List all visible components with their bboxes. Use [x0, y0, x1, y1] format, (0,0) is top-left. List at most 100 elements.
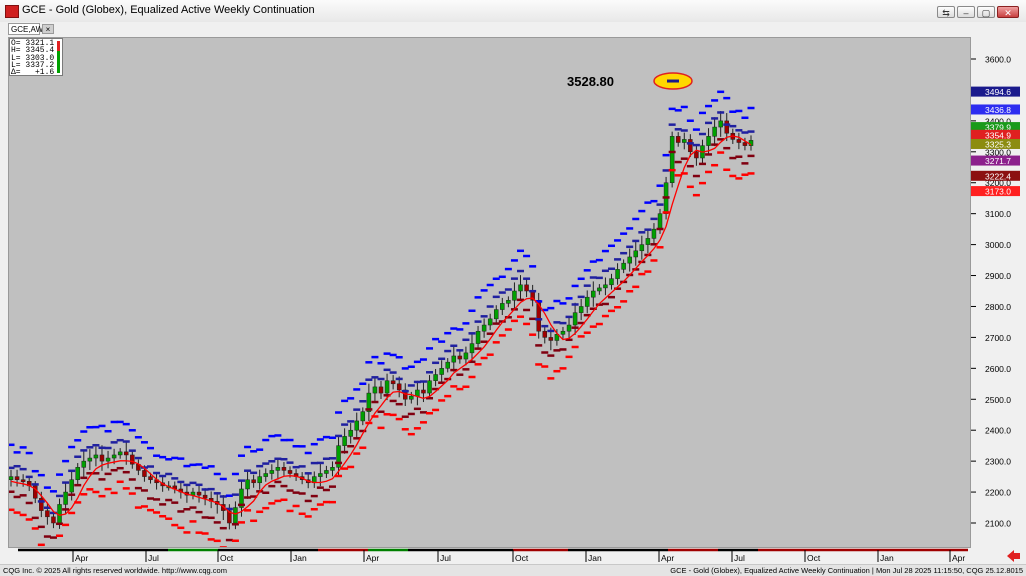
upper-band-mark [547, 306, 555, 310]
upper-band-mark [577, 277, 585, 281]
bar-body [9, 476, 14, 480]
upper-band-mark [723, 96, 731, 100]
bar-body [14, 476, 20, 480]
bar-body [688, 139, 693, 153]
bar-body [548, 337, 554, 341]
lower-band-mark [262, 506, 270, 510]
upper-band-mark [134, 436, 142, 439]
upper-band-mark [104, 429, 112, 433]
upper-band-mark [292, 445, 300, 448]
bar-body [524, 284, 529, 292]
maximize-button[interactable]: ▢ [977, 6, 995, 18]
lower-band-mark [359, 446, 367, 449]
lower-band-mark [450, 368, 458, 372]
close-button[interactable]: ✕ [997, 6, 1019, 18]
bar-body [287, 470, 293, 474]
lower-band-mark [680, 157, 688, 160]
ohlc-low: L= 3303.0 [11, 53, 55, 63]
lower-band-mark [31, 516, 39, 520]
chart-plot-area[interactable]: 3528.80 [8, 37, 971, 548]
price-tick-label: 3400.0 [985, 116, 1011, 126]
price-axis[interactable]: 3600.03500.03400.03300.03200.03100.03000… [971, 37, 1022, 548]
upper-band-mark [316, 461, 324, 465]
lower-band-mark [486, 332, 494, 335]
tab-gce-aw[interactable]: GCE,AW [8, 23, 43, 35]
upper-band-mark [225, 494, 233, 497]
bar-body [148, 476, 153, 480]
bar-body [542, 330, 548, 338]
upper-band-mark [401, 367, 409, 370]
upper-band-mark [620, 251, 628, 255]
lower-band-mark [474, 347, 482, 350]
upper-band-mark [547, 329, 555, 333]
lower-band-mark [225, 538, 233, 542]
bar-body [572, 312, 578, 326]
lower-band-mark [438, 381, 446, 384]
lower-band-mark [644, 270, 652, 273]
bar-body [366, 392, 372, 412]
upper-band-mark [638, 231, 646, 234]
lower-band-mark [559, 367, 567, 370]
upper-band-mark [486, 305, 494, 308]
upper-band-mark [741, 116, 749, 120]
lower-band-mark [92, 490, 100, 494]
upper-band-mark [359, 400, 367, 403]
upper-band-mark [395, 377, 403, 381]
upper-band-mark [322, 457, 330, 460]
bar-body [736, 139, 742, 143]
upper-band-mark [86, 426, 94, 429]
upper-band-mark [589, 276, 597, 279]
lower-band-mark [9, 508, 15, 512]
red-arrow-icon[interactable] [1004, 548, 1022, 564]
upper-band-mark [620, 232, 628, 235]
lower-band-mark [577, 321, 585, 325]
price-tick-label: 3600.0 [985, 55, 1011, 65]
month-label: Jan [293, 553, 307, 563]
lower-band-mark [656, 246, 664, 249]
bar-body [415, 389, 420, 397]
upper-band-mark [147, 446, 155, 450]
upper-band-mark [49, 511, 57, 515]
lower-band-mark [250, 519, 258, 523]
upper-band-mark [237, 479, 245, 482]
upper-band-mark [729, 110, 737, 113]
lower-band-mark [213, 521, 221, 524]
bar-body [463, 352, 469, 360]
bar-body [93, 454, 99, 459]
lower-band-mark [747, 172, 755, 175]
upper-band-mark [316, 438, 324, 441]
price-marker-label: 3379.9 [985, 123, 1011, 133]
link-icon[interactable]: ⇆ [937, 6, 955, 18]
lower-band-mark [504, 316, 512, 319]
lower-band-mark [456, 387, 464, 391]
time-axis[interactable]: Apr Jul Oct Jan Apr Jul Oct Jan Apr Jul Oct Jan Apr 2… [8, 539, 1022, 564]
minimize-button[interactable]: – [957, 6, 975, 18]
price-marker [971, 186, 1020, 197]
lower-band-mark [237, 503, 245, 507]
upper-band-mark [365, 378, 373, 381]
lower-band-mark [68, 493, 76, 496]
upper-band-mark [31, 469, 39, 473]
bar-body [257, 476, 262, 484]
upper-band-mark [304, 472, 312, 475]
lower-band-mark [486, 353, 494, 356]
upper-band-mark [480, 315, 488, 318]
upper-band-mark [286, 438, 294, 442]
upper-band-mark [468, 332, 476, 335]
lower-band-mark [474, 363, 482, 366]
upper-band-mark [650, 217, 658, 221]
lower-band-mark [668, 150, 676, 154]
lower-band-mark [686, 164, 694, 168]
bar-body [427, 380, 432, 394]
lower-band-mark [219, 526, 227, 530]
lower-band-mark [231, 539, 239, 542]
upper-band-mark [711, 99, 719, 102]
lower-band-mark [674, 174, 682, 177]
tab-close-button[interactable]: × [42, 24, 54, 34]
lower-band-mark [292, 491, 300, 494]
upper-band-mark [474, 296, 482, 299]
lower-band-mark [450, 385, 458, 388]
upper-band-mark [274, 434, 282, 437]
bar-body [724, 120, 729, 134]
lower-band-mark [365, 408, 373, 411]
